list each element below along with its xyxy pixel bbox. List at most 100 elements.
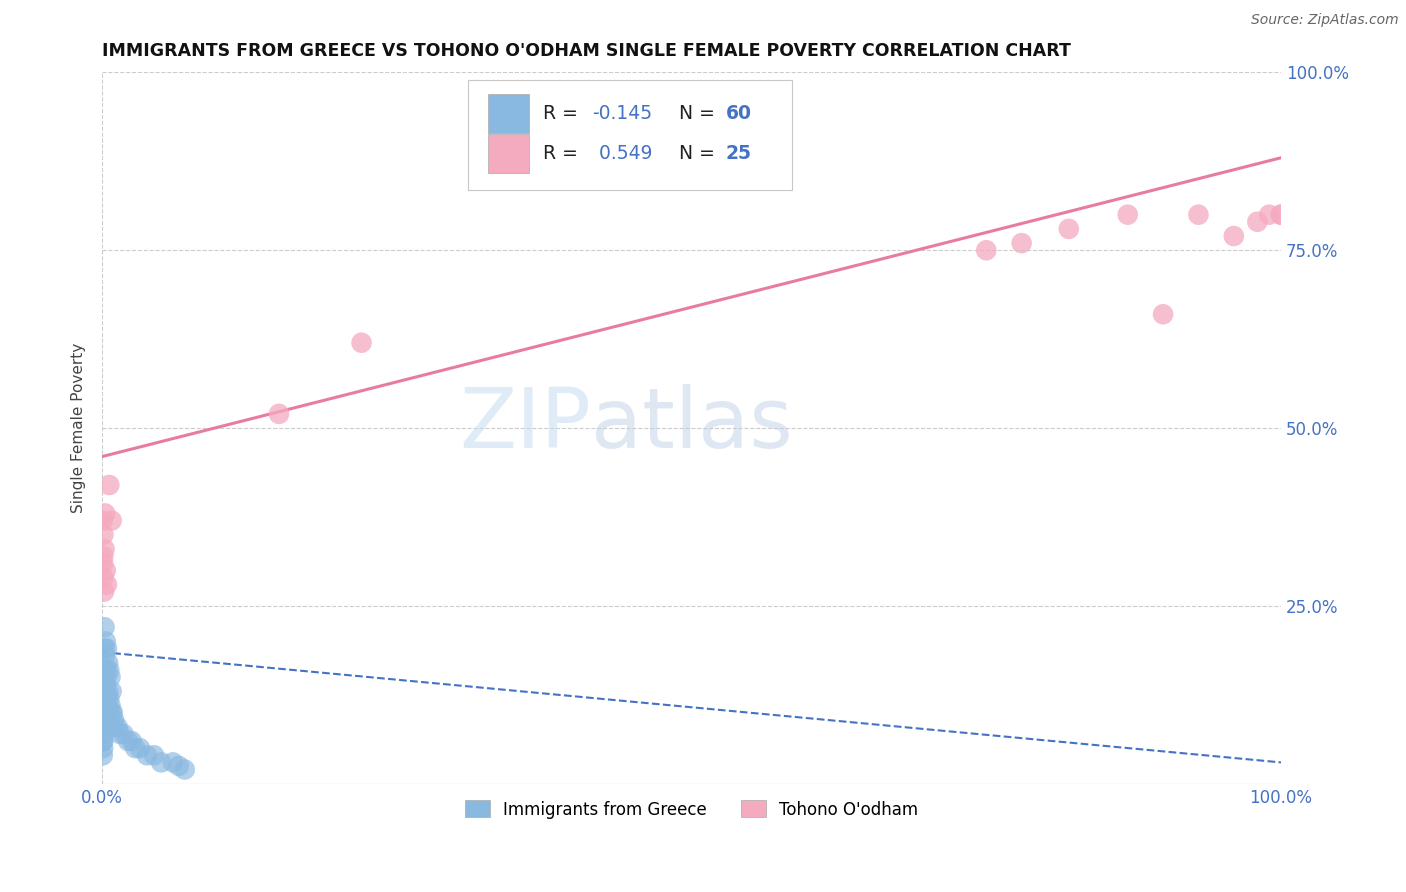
Point xyxy=(97,684,120,698)
Text: R =: R = xyxy=(543,145,583,163)
Point xyxy=(1246,215,1268,229)
Point xyxy=(167,759,190,773)
Point xyxy=(94,507,117,521)
Point xyxy=(104,720,127,734)
Point xyxy=(1116,208,1139,222)
Point xyxy=(150,756,173,770)
Point xyxy=(91,514,114,528)
FancyBboxPatch shape xyxy=(468,79,792,190)
Point xyxy=(100,698,122,713)
Point xyxy=(93,663,115,677)
Point xyxy=(93,720,115,734)
Point xyxy=(97,656,120,670)
Point xyxy=(96,670,118,684)
Point xyxy=(1270,208,1292,222)
Point xyxy=(94,706,117,720)
Point xyxy=(93,706,115,720)
Point xyxy=(117,734,139,748)
Text: -0.145: -0.145 xyxy=(592,103,652,123)
Point xyxy=(100,670,122,684)
Point xyxy=(129,741,152,756)
Point xyxy=(93,677,115,691)
Point xyxy=(93,620,115,634)
Point xyxy=(96,698,118,713)
Point xyxy=(93,713,115,727)
Point xyxy=(100,684,122,698)
Point xyxy=(267,407,290,421)
Point xyxy=(136,748,159,763)
Point xyxy=(91,741,114,756)
Point xyxy=(121,734,143,748)
Text: IMMIGRANTS FROM GREECE VS TOHONO O'ODHAM SINGLE FEMALE POVERTY CORRELATION CHART: IMMIGRANTS FROM GREECE VS TOHONO O'ODHAM… xyxy=(103,42,1071,60)
Point xyxy=(100,514,122,528)
Point xyxy=(94,684,117,698)
Legend: Immigrants from Greece, Tohono O'odham: Immigrants from Greece, Tohono O'odham xyxy=(458,794,925,825)
Point xyxy=(1258,208,1281,222)
Point xyxy=(96,691,118,706)
FancyBboxPatch shape xyxy=(488,135,529,173)
Point xyxy=(91,734,114,748)
Point xyxy=(93,541,115,556)
Point xyxy=(93,549,115,563)
Point xyxy=(93,734,115,748)
Point xyxy=(974,244,997,258)
Point xyxy=(1011,236,1033,251)
Point xyxy=(93,684,115,698)
Point xyxy=(96,641,118,656)
Point xyxy=(93,528,115,542)
Point xyxy=(107,720,129,734)
Point xyxy=(350,335,373,350)
Point xyxy=(98,663,121,677)
Point xyxy=(91,720,114,734)
Text: 0.549: 0.549 xyxy=(592,145,652,163)
Point xyxy=(96,577,118,591)
FancyBboxPatch shape xyxy=(488,94,529,133)
Point xyxy=(100,706,122,720)
Point xyxy=(108,727,131,741)
Point xyxy=(94,663,117,677)
Point xyxy=(124,741,146,756)
Point xyxy=(93,663,115,677)
Point xyxy=(93,706,115,720)
Point xyxy=(1187,208,1209,222)
Point xyxy=(93,691,115,706)
Point xyxy=(91,556,114,570)
Point xyxy=(93,720,115,734)
Point xyxy=(162,756,184,770)
Point xyxy=(96,663,118,677)
Point xyxy=(93,684,115,698)
Point xyxy=(93,641,115,656)
Point xyxy=(112,727,135,741)
Text: R =: R = xyxy=(543,103,583,123)
Point xyxy=(1270,208,1292,222)
Point xyxy=(1152,307,1174,321)
Point xyxy=(91,706,114,720)
Point xyxy=(94,648,117,663)
Point xyxy=(93,698,115,713)
Text: N =: N = xyxy=(679,145,720,163)
Y-axis label: Single Female Poverty: Single Female Poverty xyxy=(72,343,86,513)
Point xyxy=(93,727,115,741)
Point xyxy=(101,706,124,720)
Point xyxy=(103,713,125,727)
Point xyxy=(94,677,117,691)
Text: N =: N = xyxy=(679,103,720,123)
Text: ZIP: ZIP xyxy=(460,384,592,465)
Point xyxy=(98,478,121,492)
Point xyxy=(94,706,117,720)
Point xyxy=(143,748,166,763)
Text: atlas: atlas xyxy=(592,384,793,465)
Point xyxy=(173,763,195,777)
Point xyxy=(91,748,114,763)
Point xyxy=(98,691,121,706)
Point xyxy=(93,584,115,599)
Point xyxy=(93,670,115,684)
Text: 25: 25 xyxy=(725,145,752,163)
Text: Source: ZipAtlas.com: Source: ZipAtlas.com xyxy=(1251,13,1399,28)
Point xyxy=(94,634,117,648)
Point xyxy=(91,720,114,734)
Point xyxy=(93,570,115,584)
Point xyxy=(1223,229,1246,244)
Point xyxy=(1057,222,1080,236)
Text: 60: 60 xyxy=(725,103,752,123)
